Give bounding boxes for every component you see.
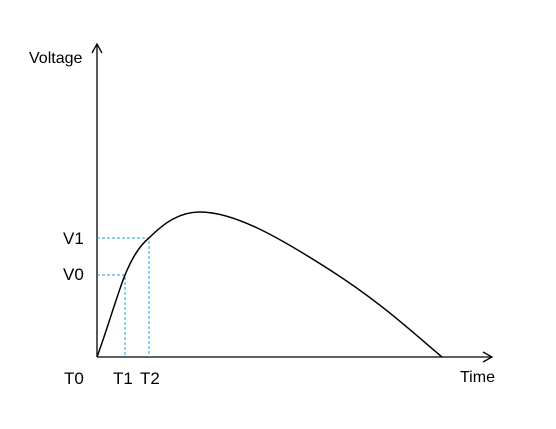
x-axis-arrow: [482, 351, 494, 363]
guide-v1-t2: [97, 237, 150, 357]
y-marker-v1: V1: [63, 229, 84, 248]
x-marker-t0: T0: [64, 369, 84, 388]
y-marker-v0: V0: [63, 265, 84, 284]
x-marker-t1: T1: [113, 369, 133, 388]
x-marker-t2: T2: [140, 369, 160, 388]
x-axis-label: Time: [460, 369, 495, 386]
voltage-curve: [96, 211, 443, 358]
y-axis-label: Voltage: [29, 50, 82, 67]
y-axis-arrow: [91, 42, 103, 54]
